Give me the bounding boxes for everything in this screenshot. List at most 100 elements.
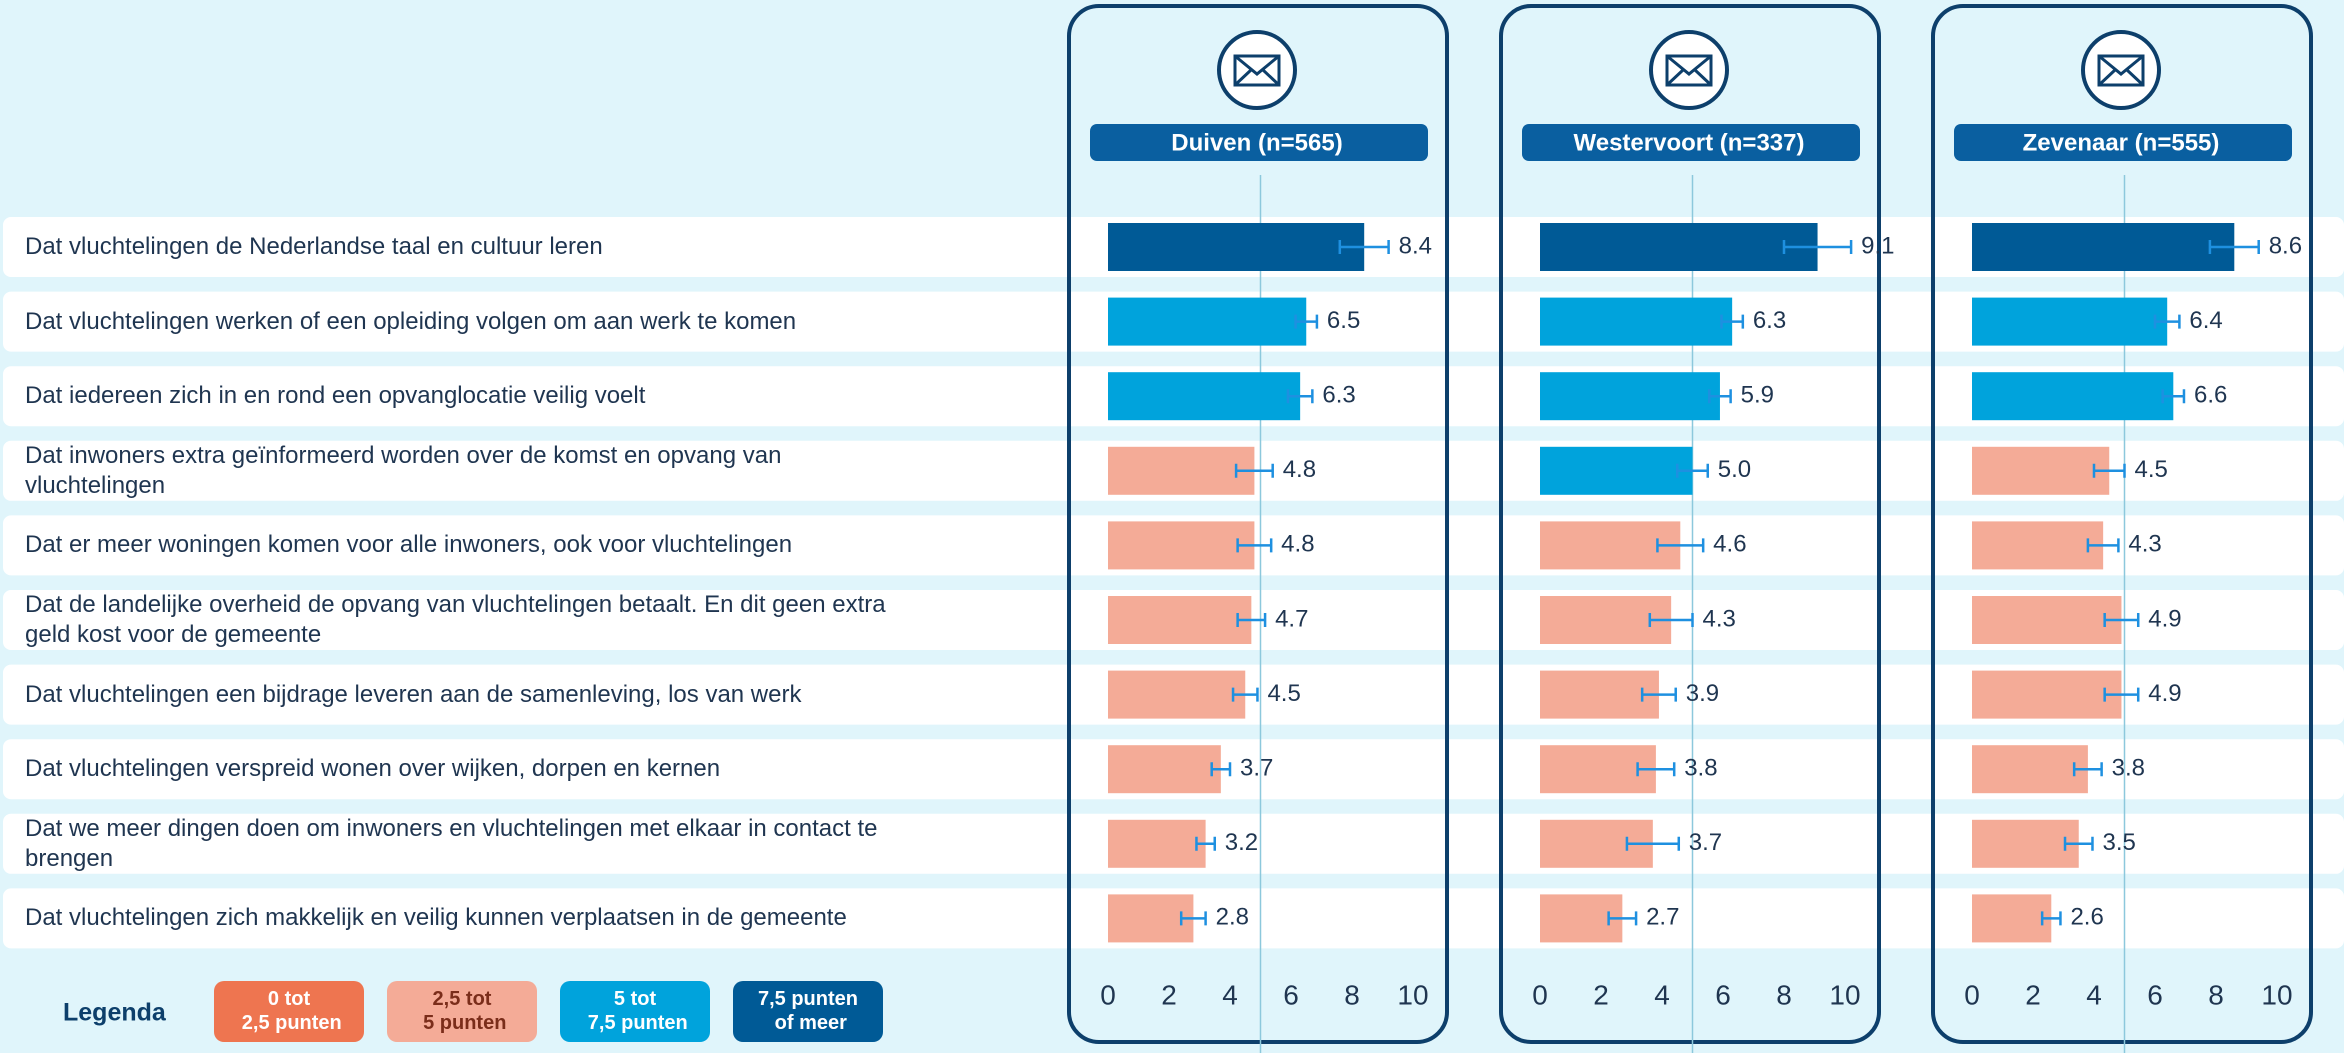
row-label: Dat de landelijke overheid de opvang van… <box>25 591 886 648</box>
value-label: 4.8 <box>1281 531 1314 558</box>
error-bar <box>1210 762 1232 777</box>
bar <box>1108 297 1307 346</box>
bar <box>1108 819 1206 868</box>
legend-swatch <box>560 981 710 1042</box>
value-label: 2.7 <box>1646 904 1679 931</box>
error-bar <box>1236 538 1273 553</box>
value-label: 2.6 <box>2070 904 2103 931</box>
value-label: 8.4 <box>1399 232 1432 259</box>
value-label: 3.5 <box>2102 829 2135 856</box>
panel-border <box>1931 4 2313 1044</box>
error-bar <box>1708 389 1732 404</box>
error-bar <box>2153 314 2181 329</box>
panel-border <box>1067 4 1449 1044</box>
value-label: 4.7 <box>1275 605 1308 632</box>
envelope-circle <box>1217 30 1297 110</box>
bar <box>1972 297 2168 346</box>
x-tick-label: 2 <box>1161 979 1177 1010</box>
value-label: 4.6 <box>1713 531 1746 558</box>
envelope-flap <box>1665 54 1713 87</box>
value-label: 6.3 <box>1753 307 1786 334</box>
value-label: 4.3 <box>1703 605 1736 632</box>
legend-title: Legenda <box>63 999 167 1027</box>
error-bar <box>1607 911 1638 926</box>
error-bar <box>1195 836 1216 851</box>
value-label: 4.9 <box>2148 680 2181 707</box>
value-label: 3.2 <box>1225 829 1258 856</box>
panel-title: Zevenaar (n=555) <box>2023 129 2220 156</box>
bar <box>1108 446 1255 495</box>
value-label: 6.3 <box>1322 382 1355 409</box>
bar <box>1108 372 1301 421</box>
value-label: 4.9 <box>2148 605 2181 632</box>
row-label: Dat vluchtelingen werken of een opleidin… <box>25 307 797 335</box>
x-tick-label: 8 <box>2208 979 2224 1010</box>
row-label: Dat vluchtelingen een bijdrage leveren a… <box>25 680 802 708</box>
x-tick-label: 4 <box>2086 979 2102 1010</box>
error-bar <box>2072 762 2103 777</box>
x-tick-label: 10 <box>1397 979 1428 1010</box>
error-bar <box>1636 762 1676 777</box>
bar <box>1108 894 1194 943</box>
row-label: Dat iedereen zich in en rond een opvangl… <box>25 382 646 410</box>
bar <box>1972 372 2174 421</box>
panel-title: Duiven (n=565) <box>1171 129 1342 156</box>
x-tick-label: 2 <box>1593 979 1609 1010</box>
error-bar <box>1236 613 1267 627</box>
error-bar <box>2208 240 2260 254</box>
bar <box>1108 596 1252 644</box>
bar <box>1108 223 1365 271</box>
legend-swatch <box>387 981 537 1042</box>
x-tick-label: 2 <box>2025 979 2041 1010</box>
panel-title-bg <box>1090 124 1428 161</box>
x-tick-label: 4 <box>1654 979 1670 1010</box>
error-bar <box>1179 911 1207 926</box>
bar <box>1972 223 2235 271</box>
x-tick-label: 0 <box>1100 979 1116 1010</box>
value-label: 4.8 <box>1283 456 1316 483</box>
value-label: 6.4 <box>2189 307 2222 334</box>
value-label: 5.0 <box>1718 456 1751 483</box>
envelope <box>1665 54 1713 87</box>
error-bar <box>1782 240 1853 254</box>
x-tick-label: 6 <box>2147 979 2163 1010</box>
value-label: 4.3 <box>2128 531 2161 558</box>
row-label: Dat we meer dingen doen om inwoners en v… <box>25 814 878 872</box>
bar <box>1972 894 2052 943</box>
error-bar <box>1231 687 1259 702</box>
value-label: 6.6 <box>2194 382 2227 409</box>
error-bar <box>2040 911 2062 926</box>
bar <box>1972 596 2122 644</box>
bar <box>1540 223 1818 271</box>
error-bar <box>1648 613 1694 627</box>
value-label: 2.8 <box>1216 904 1249 931</box>
value-label: 3.7 <box>1240 755 1273 782</box>
bar <box>1540 297 1733 346</box>
error-bar <box>2103 613 2140 627</box>
bar <box>1540 446 1693 495</box>
value-label: 3.7 <box>1689 829 1722 856</box>
legend-label: 7,5 punten of meer <box>758 988 858 1034</box>
bar <box>1108 521 1255 570</box>
bar <box>1972 446 2110 495</box>
row-label: Dat vluchtelingen de Nederlandse taal en… <box>25 233 603 260</box>
row-label: Dat vluchtelingen verspreid wonen over w… <box>25 755 721 783</box>
envelope <box>2097 54 2145 87</box>
legend-label: 0 tot 2,5 punten <box>236 988 342 1034</box>
value-label: 6.5 <box>1327 307 1360 334</box>
x-tick-label: 0 <box>1964 979 1980 1010</box>
panel-title: Westervoort (n=337) <box>1574 129 1805 156</box>
bar <box>1108 670 1246 719</box>
error-bar <box>1625 836 1681 851</box>
bar <box>1540 372 1720 421</box>
bar <box>1972 745 2088 794</box>
error-bar <box>1294 314 1319 329</box>
bar <box>1972 521 2104 570</box>
error-bar <box>1656 538 1705 553</box>
envelope <box>1233 54 1281 87</box>
error-bar <box>1640 687 1677 702</box>
value-label: 5.9 <box>1741 382 1774 409</box>
error-bar <box>2063 836 2094 851</box>
